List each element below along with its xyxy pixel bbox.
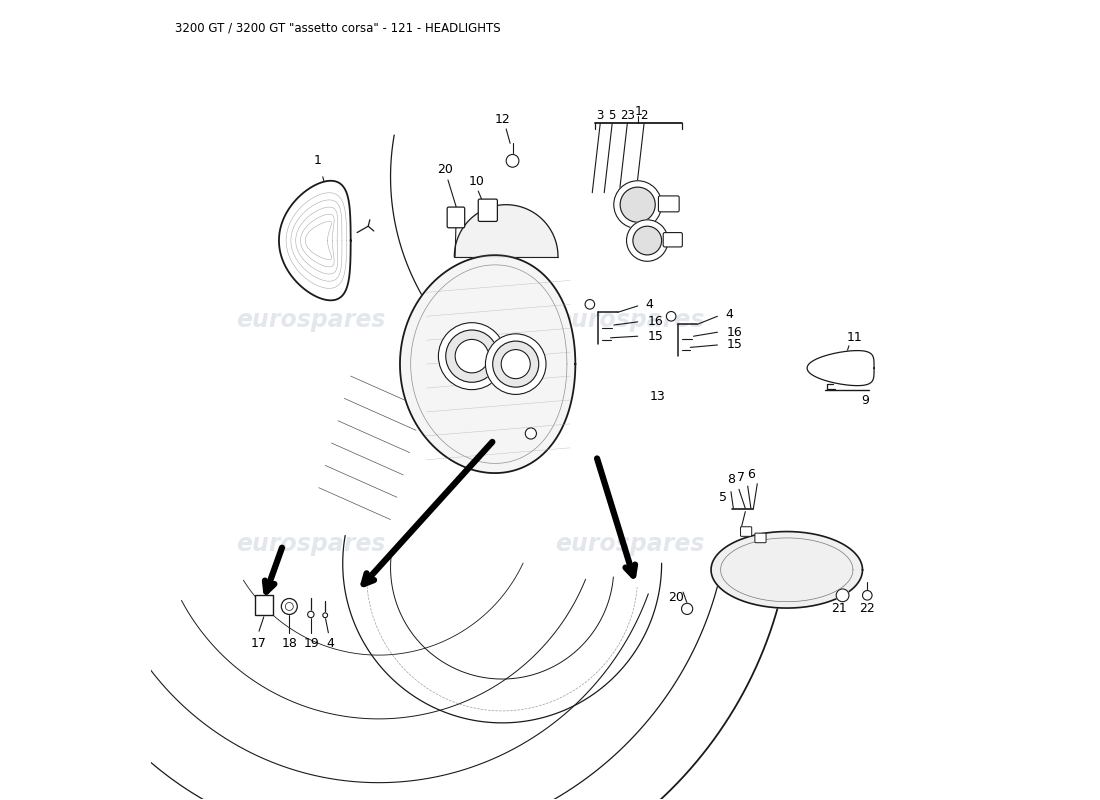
Text: 1: 1 bbox=[314, 154, 321, 167]
FancyBboxPatch shape bbox=[478, 199, 497, 222]
Circle shape bbox=[862, 590, 872, 600]
FancyBboxPatch shape bbox=[659, 196, 679, 212]
Circle shape bbox=[493, 341, 539, 387]
Text: 20: 20 bbox=[668, 591, 684, 604]
Text: 15: 15 bbox=[727, 338, 742, 351]
Circle shape bbox=[506, 154, 519, 167]
Text: 17: 17 bbox=[251, 637, 267, 650]
Circle shape bbox=[526, 428, 537, 439]
Circle shape bbox=[632, 226, 661, 255]
FancyBboxPatch shape bbox=[255, 595, 273, 615]
Text: eurospares: eurospares bbox=[556, 531, 704, 555]
Text: 12: 12 bbox=[494, 113, 510, 126]
Circle shape bbox=[439, 322, 505, 390]
Circle shape bbox=[620, 187, 656, 222]
Text: eurospares: eurospares bbox=[236, 531, 386, 555]
FancyBboxPatch shape bbox=[663, 233, 682, 247]
Text: 16: 16 bbox=[648, 315, 663, 328]
Text: 11: 11 bbox=[847, 331, 862, 344]
Circle shape bbox=[282, 598, 297, 614]
Text: eurospares: eurospares bbox=[236, 308, 386, 332]
Circle shape bbox=[322, 613, 328, 618]
Text: 15: 15 bbox=[647, 330, 663, 342]
Text: 3200 GT / 3200 GT "assetto corsa" - 121 - HEADLIGHTS: 3200 GT / 3200 GT "assetto corsa" - 121 … bbox=[175, 22, 500, 34]
Text: 20: 20 bbox=[437, 163, 453, 176]
Text: 8: 8 bbox=[727, 474, 735, 486]
Polygon shape bbox=[807, 350, 874, 386]
Text: 16: 16 bbox=[727, 326, 742, 338]
Text: 4: 4 bbox=[646, 298, 653, 311]
Circle shape bbox=[614, 181, 661, 229]
Text: 4: 4 bbox=[725, 308, 734, 321]
Circle shape bbox=[682, 603, 693, 614]
Text: 1: 1 bbox=[635, 105, 642, 118]
FancyBboxPatch shape bbox=[740, 526, 751, 536]
Text: 14: 14 bbox=[513, 407, 528, 420]
Circle shape bbox=[455, 339, 488, 373]
Polygon shape bbox=[711, 531, 862, 608]
Text: eurospares: eurospares bbox=[556, 308, 704, 332]
Text: 22: 22 bbox=[859, 602, 876, 615]
Text: 19: 19 bbox=[304, 637, 319, 650]
Polygon shape bbox=[279, 181, 351, 300]
Circle shape bbox=[585, 299, 595, 309]
Polygon shape bbox=[400, 255, 575, 473]
Text: 18: 18 bbox=[282, 637, 297, 650]
Text: 5: 5 bbox=[719, 490, 727, 504]
FancyBboxPatch shape bbox=[448, 207, 464, 228]
Text: 3: 3 bbox=[596, 109, 604, 122]
Circle shape bbox=[836, 589, 849, 602]
Text: 21: 21 bbox=[832, 602, 847, 615]
Text: 7: 7 bbox=[737, 471, 746, 484]
Text: 10: 10 bbox=[469, 175, 485, 188]
Circle shape bbox=[502, 350, 530, 378]
Text: 2: 2 bbox=[640, 109, 648, 122]
FancyBboxPatch shape bbox=[755, 533, 766, 542]
Text: 5: 5 bbox=[608, 109, 616, 122]
Text: 6: 6 bbox=[747, 468, 755, 481]
Text: 13: 13 bbox=[650, 390, 666, 402]
Circle shape bbox=[485, 334, 546, 394]
Text: 4: 4 bbox=[327, 637, 334, 650]
Circle shape bbox=[308, 611, 314, 618]
Circle shape bbox=[667, 311, 676, 321]
Text: 9: 9 bbox=[861, 394, 869, 406]
Text: 23: 23 bbox=[620, 109, 635, 122]
Circle shape bbox=[627, 220, 668, 262]
Circle shape bbox=[446, 330, 498, 382]
